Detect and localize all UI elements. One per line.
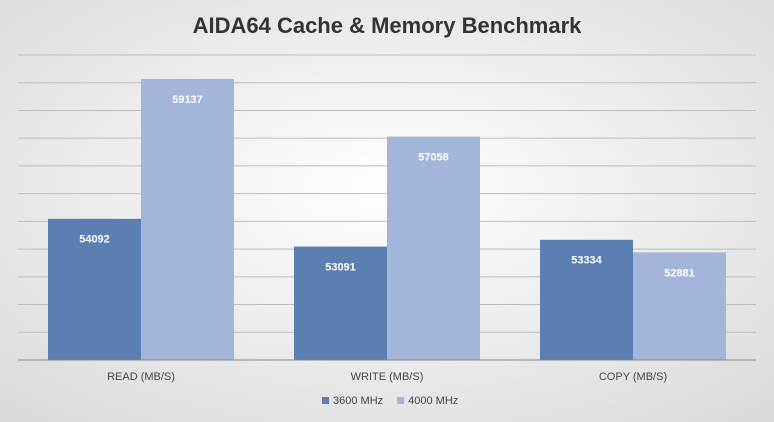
bar	[633, 252, 726, 360]
bar	[294, 246, 387, 360]
value-label: 54092	[79, 234, 110, 246]
bar	[387, 136, 480, 360]
value-label: 59137	[172, 94, 203, 106]
value-label: 53091	[325, 261, 356, 273]
legend-swatch	[322, 397, 329, 404]
legend-label: 3600 MHz	[333, 395, 383, 407]
legend-swatch	[397, 397, 405, 404]
value-label: 52881	[664, 267, 695, 279]
value-label: 53334	[571, 255, 602, 267]
chart-title: AIDA64 Cache & Memory Benchmark	[193, 13, 583, 38]
bar	[540, 239, 633, 360]
x-tick-label: READ (MB/S)	[107, 371, 175, 383]
x-tick-label: WRITE (MB/S)	[351, 371, 424, 383]
bar	[48, 218, 141, 360]
legend-label: 4000 MHz	[408, 395, 458, 407]
x-tick-label: COPY (MB/S)	[599, 371, 667, 383]
value-label: 57058	[418, 151, 449, 163]
bar	[141, 78, 234, 360]
